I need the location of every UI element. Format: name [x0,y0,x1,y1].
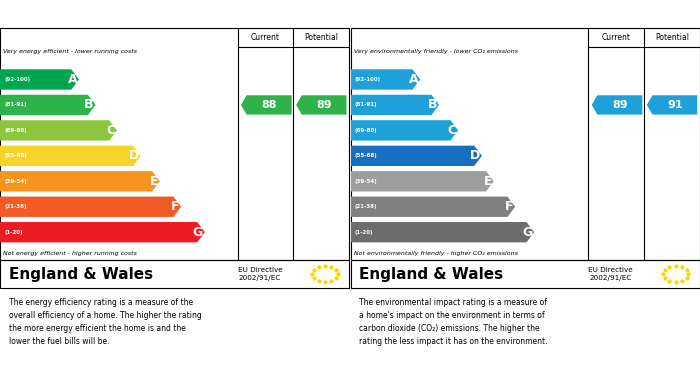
Polygon shape [351,171,494,192]
Text: B: B [428,99,438,111]
Text: (1-20): (1-20) [355,230,373,235]
Text: G: G [522,226,533,239]
Text: (69-80): (69-80) [355,128,377,133]
Text: Current: Current [251,33,280,42]
Text: (1-20): (1-20) [4,230,22,235]
Polygon shape [0,120,117,140]
Polygon shape [351,69,420,90]
Text: (55-68): (55-68) [355,153,377,158]
Text: 89: 89 [612,100,628,110]
Text: Current: Current [602,33,631,42]
Text: (21-38): (21-38) [355,204,377,209]
Text: EU Directive
2002/91/EC: EU Directive 2002/91/EC [588,267,633,281]
Polygon shape [0,69,79,90]
Text: Not environmentally friendly - higher CO₂ emissions: Not environmentally friendly - higher CO… [354,251,518,256]
Text: F: F [171,200,179,213]
Text: G: G [193,226,203,239]
Polygon shape [647,95,697,115]
Text: The energy efficiency rating is a measure of the
overall efficiency of a home. T: The energy efficiency rating is a measur… [8,298,202,346]
Polygon shape [351,222,534,242]
Text: F: F [505,200,513,213]
Text: 89: 89 [316,100,332,110]
Polygon shape [351,197,515,217]
Text: 91: 91 [667,100,682,110]
Polygon shape [0,171,160,192]
Text: Energy Efficiency Rating: Energy Efficiency Rating [5,7,168,20]
Text: 88: 88 [261,100,277,110]
Polygon shape [0,197,181,217]
Text: Environmental Impact (CO₂) Rating: Environmental Impact (CO₂) Rating [356,7,588,20]
Polygon shape [0,222,205,242]
Text: E: E [484,175,492,188]
Polygon shape [0,146,141,166]
Polygon shape [592,95,643,115]
Text: The environmental impact rating is a measure of
a home's impact on the environme: The environmental impact rating is a mea… [359,298,548,346]
Text: Very environmentally friendly - lower CO₂ emissions: Very environmentally friendly - lower CO… [354,49,518,54]
Text: (39-54): (39-54) [4,179,27,184]
Polygon shape [351,95,439,115]
Text: (69-80): (69-80) [4,128,27,133]
Text: (39-54): (39-54) [355,179,377,184]
Text: D: D [129,149,139,162]
Text: (21-38): (21-38) [4,204,27,209]
Text: E: E [150,175,158,188]
Text: Not energy efficient - higher running costs: Not energy efficient - higher running co… [4,251,137,256]
Text: (55-68): (55-68) [4,153,27,158]
Text: C: C [106,124,116,137]
Text: England & Wales: England & Wales [359,267,503,282]
Polygon shape [351,146,482,166]
Text: A: A [409,73,419,86]
Polygon shape [0,95,96,115]
Text: England & Wales: England & Wales [8,267,153,282]
Text: Very energy efficient - lower running costs: Very energy efficient - lower running co… [4,49,137,54]
Text: (81-91): (81-91) [355,102,377,108]
Text: B: B [84,99,94,111]
Polygon shape [351,120,458,140]
Text: A: A [68,73,77,86]
Text: (81-91): (81-91) [4,102,27,108]
Text: D: D [470,149,480,162]
Text: (92-100): (92-100) [4,77,30,82]
Polygon shape [296,95,346,115]
Text: EU Directive
2002/91/EC: EU Directive 2002/91/EC [237,267,282,281]
Polygon shape [241,95,292,115]
Text: (92-100): (92-100) [355,77,381,82]
Text: Potential: Potential [655,33,689,42]
Text: C: C [447,124,456,137]
Text: Potential: Potential [304,33,338,42]
